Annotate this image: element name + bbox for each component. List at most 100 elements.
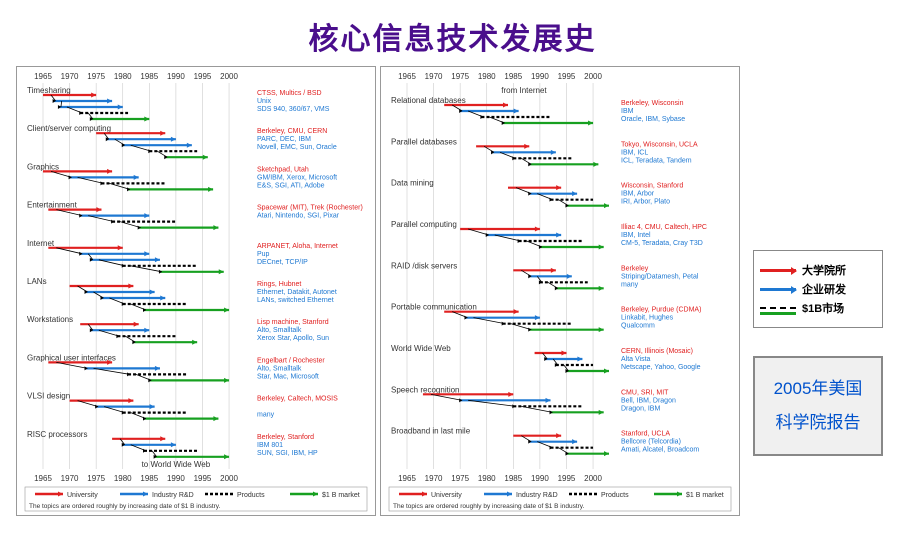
caption-box: 2005年美国 科学院报告 — [753, 356, 883, 456]
svg-text:Dragon, IBM: Dragon, IBM — [621, 405, 660, 412]
svg-text:1980: 1980 — [478, 72, 496, 81]
svg-text:1975: 1975 — [87, 474, 105, 483]
svg-text:1990: 1990 — [531, 72, 549, 81]
svg-text:RISC processors: RISC processors — [27, 430, 87, 439]
svg-text:Industry R&D: Industry R&D — [516, 492, 558, 499]
svg-text:1970: 1970 — [425, 72, 443, 81]
svg-text:Qualcomm: Qualcomm — [621, 323, 655, 330]
svg-text:2000: 2000 — [584, 72, 602, 81]
svg-text:1965: 1965 — [398, 72, 416, 81]
svg-text:1995: 1995 — [194, 72, 212, 81]
svg-text:Wisconsin, Stanford: Wisconsin, Stanford — [621, 183, 683, 190]
svg-text:Rings, Hubnet: Rings, Hubnet — [257, 281, 301, 288]
legend-row: 大学院所 — [760, 262, 876, 278]
svg-text:Parallel computing: Parallel computing — [391, 220, 457, 229]
svg-text:Berkeley, Purdue (CDMA): Berkeley, Purdue (CDMA) — [621, 307, 701, 314]
svg-text:E&S, SGI, ATI, Adobe: E&S, SGI, ATI, Adobe — [257, 182, 325, 189]
legend-label: 企业研发 — [802, 281, 846, 297]
svg-text:LANs: LANs — [27, 277, 47, 286]
svg-text:1970: 1970 — [61, 72, 79, 81]
svg-text:Graphical user interfaces: Graphical user interfaces — [27, 353, 116, 362]
legend-row: $1B市场 — [760, 300, 876, 316]
svg-text:Spacewar (MIT), Trek (Rocheste: Spacewar (MIT), Trek (Rochester) — [257, 205, 363, 212]
svg-text:IBM, ICL: IBM, ICL — [621, 149, 648, 156]
svg-text:Pup: Pup — [257, 251, 270, 258]
svg-text:Internet: Internet — [27, 239, 55, 248]
svg-text:1995: 1995 — [558, 474, 576, 483]
svg-text:Products: Products — [601, 492, 629, 499]
svg-text:CM-5, Teradata, Cray T3D: CM-5, Teradata, Cray T3D — [621, 240, 703, 247]
legend-swatch — [760, 288, 796, 291]
svg-text:from Internet: from Internet — [501, 86, 547, 95]
chart-right: 1965 1970 1975 1980 1985 1990 1995 2000 from Int… — [380, 66, 740, 516]
caption-line2: 科学院报告 — [759, 406, 877, 440]
svg-text:many: many — [621, 281, 639, 288]
caption-line1: 2005年美国 — [759, 372, 877, 406]
svg-text:Parallel databases: Parallel databases — [391, 137, 457, 146]
svg-text:Berkeley, CMU, CERN: Berkeley, CMU, CERN — [257, 128, 327, 135]
svg-text:IBM, Arbor: IBM, Arbor — [621, 191, 655, 198]
legend-label: $1B市场 — [802, 300, 844, 316]
svg-text:Products: Products — [237, 492, 265, 499]
svg-text:1965: 1965 — [398, 474, 416, 483]
svg-text:$1 B market: $1 B market — [322, 492, 360, 499]
svg-text:Berkeley, Wisconsin: Berkeley, Wisconsin — [621, 100, 684, 107]
svg-text:Oracle, IBM, Sybase: Oracle, IBM, Sybase — [621, 116, 685, 123]
svg-text:Bell, IBM, Dragon: Bell, IBM, Dragon — [621, 397, 676, 404]
svg-text:Workstations: Workstations — [27, 315, 73, 324]
legend-label: 大学院所 — [802, 262, 846, 278]
svg-text:Entertainment: Entertainment — [27, 201, 78, 210]
legend-swatch — [760, 269, 796, 272]
svg-text:Lisp machine, Stanford: Lisp machine, Stanford — [257, 319, 329, 326]
svg-text:many: many — [257, 412, 275, 419]
svg-text:1980: 1980 — [114, 72, 132, 81]
svg-text:1990: 1990 — [167, 72, 185, 81]
svg-text:1985: 1985 — [504, 474, 522, 483]
svg-text:Linkabit, Hughes: Linkabit, Hughes — [621, 315, 674, 322]
svg-text:Xerox Star, Apollo, Sun: Xerox Star, Apollo, Sun — [257, 335, 329, 342]
svg-text:Engelbart / Rochester: Engelbart / Rochester — [257, 357, 325, 364]
svg-text:Client/server computing: Client/server computing — [27, 124, 111, 133]
svg-text:Relational databases: Relational databases — [391, 96, 466, 105]
svg-text:Unix: Unix — [257, 98, 272, 105]
svg-text:ICL, Teradata, Tandem: ICL, Teradata, Tandem — [621, 157, 692, 164]
svg-text:IBM: IBM — [621, 108, 634, 115]
svg-text:DECnet, TCP/IP: DECnet, TCP/IP — [257, 259, 308, 266]
svg-text:CTSS, Multics / BSD: CTSS, Multics / BSD — [257, 90, 322, 97]
svg-text:IRI, Arbor, Plato: IRI, Arbor, Plato — [621, 199, 670, 206]
svg-text:Berkeley, Caltech, MOSIS: Berkeley, Caltech, MOSIS — [257, 396, 338, 403]
svg-text:The topics are ordered roughly: The topics are ordered roughly by increa… — [29, 503, 221, 510]
svg-text:1965: 1965 — [34, 72, 52, 81]
svg-text:University: University — [67, 492, 98, 499]
svg-text:PARC, DEC, IBM: PARC, DEC, IBM — [257, 136, 311, 143]
svg-text:ARPANET, Aloha, Internet: ARPANET, Aloha, Internet — [257, 243, 338, 250]
legend-swatch — [760, 307, 796, 309]
svg-text:World Wide Web: World Wide Web — [391, 344, 451, 353]
svg-text:Industry R&D: Industry R&D — [152, 492, 194, 499]
svg-text:Speech recognition: Speech recognition — [391, 385, 460, 394]
svg-text:Sketchpad, Utah: Sketchpad, Utah — [257, 166, 309, 173]
svg-text:Berkeley: Berkeley — [621, 265, 649, 272]
svg-text:1980: 1980 — [478, 474, 496, 483]
svg-text:Alto, Smalltalk: Alto, Smalltalk — [257, 365, 302, 372]
svg-text:GM/IBM, Xerox, Microsoft: GM/IBM, Xerox, Microsoft — [257, 174, 337, 181]
svg-text:Data mining: Data mining — [391, 179, 434, 188]
svg-text:Alto, Smalltalk: Alto, Smalltalk — [257, 327, 302, 334]
svg-text:Netscape, Yahoo, Google: Netscape, Yahoo, Google — [621, 364, 701, 371]
svg-text:Graphics: Graphics — [27, 162, 59, 171]
svg-text:1985: 1985 — [140, 474, 158, 483]
svg-text:1965: 1965 — [34, 474, 52, 483]
svg-text:Striping/Datamesh, Petal: Striping/Datamesh, Petal — [621, 273, 699, 280]
svg-text:1975: 1975 — [451, 72, 469, 81]
svg-text:Alta Vista: Alta Vista — [621, 356, 651, 363]
chart-left: 19651970197519801985199019952000Timeshar… — [16, 66, 376, 516]
svg-text:Broadband in last mile: Broadband in last mile — [391, 427, 471, 436]
svg-text:1980: 1980 — [114, 474, 132, 483]
svg-text:CMU, SRI, MIT: CMU, SRI, MIT — [621, 389, 669, 396]
svg-text:CERN, Illinois (Mosaic): CERN, Illinois (Mosaic) — [621, 348, 693, 355]
svg-text:to World Wide Web: to World Wide Web — [142, 460, 211, 469]
svg-text:Illiac 4, CMU, Caltech, HPC: Illiac 4, CMU, Caltech, HPC — [621, 224, 707, 231]
svg-text:1985: 1985 — [140, 72, 158, 81]
svg-text:RAID /disk servers: RAID /disk servers — [391, 261, 457, 270]
svg-text:1995: 1995 — [558, 72, 576, 81]
